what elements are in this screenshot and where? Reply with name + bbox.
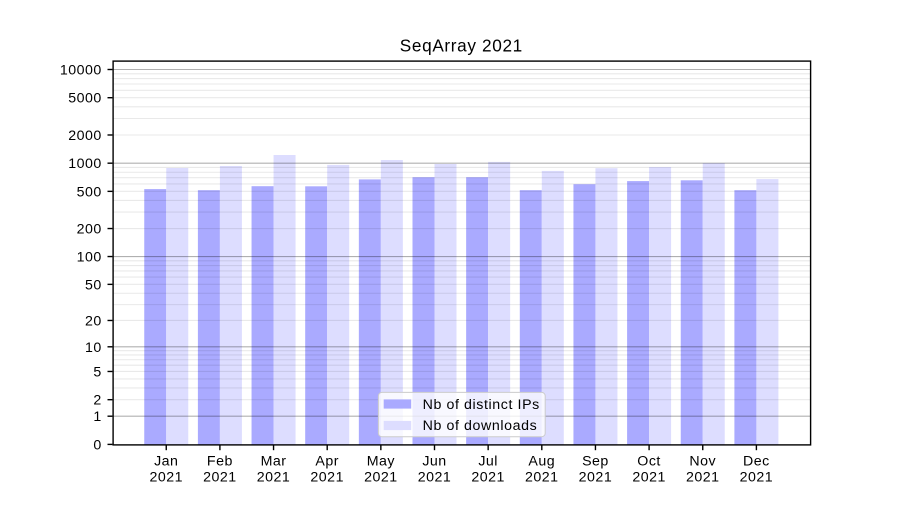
svg-text:Nov: Nov <box>689 453 716 469</box>
svg-text:May: May <box>367 453 396 469</box>
svg-text:Sep: Sep <box>582 453 609 469</box>
svg-text:2021: 2021 <box>257 469 291 485</box>
svg-text:Aug: Aug <box>528 453 555 469</box>
svg-text:Nb of distinct IPs: Nb of distinct IPs <box>423 397 540 413</box>
svg-text:10000: 10000 <box>60 63 102 79</box>
svg-text:2021: 2021 <box>632 469 666 485</box>
svg-text:2021: 2021 <box>149 469 183 485</box>
svg-text:Nb of downloads: Nb of downloads <box>423 418 538 434</box>
svg-text:20: 20 <box>85 313 102 329</box>
svg-text:2021: 2021 <box>686 469 720 485</box>
svg-text:Feb: Feb <box>207 453 233 469</box>
svg-text:SeqArray 2021: SeqArray 2021 <box>400 36 523 56</box>
svg-text:2021: 2021 <box>310 469 344 485</box>
svg-text:1000: 1000 <box>68 156 102 172</box>
svg-text:Mar: Mar <box>261 453 287 469</box>
svg-text:2021: 2021 <box>579 469 613 485</box>
svg-text:2021: 2021 <box>740 469 774 485</box>
svg-text:2021: 2021 <box>471 469 505 485</box>
svg-text:10: 10 <box>85 340 102 356</box>
svg-text:5: 5 <box>93 364 101 380</box>
svg-text:500: 500 <box>77 184 102 200</box>
svg-text:2021: 2021 <box>364 469 398 485</box>
svg-text:Jun: Jun <box>422 453 446 469</box>
svg-text:5000: 5000 <box>68 91 102 107</box>
svg-text:200: 200 <box>77 222 102 238</box>
svg-text:Jul: Jul <box>478 453 498 469</box>
svg-text:Oct: Oct <box>637 453 661 469</box>
svg-text:2021: 2021 <box>418 469 452 485</box>
svg-text:1: 1 <box>93 409 101 425</box>
svg-text:2021: 2021 <box>525 469 559 485</box>
svg-text:Dec: Dec <box>743 453 770 469</box>
svg-text:100: 100 <box>77 250 102 266</box>
svg-text:Jan: Jan <box>154 453 178 469</box>
svg-text:2021: 2021 <box>203 469 237 485</box>
svg-text:2: 2 <box>93 393 101 409</box>
svg-text:0: 0 <box>93 437 101 453</box>
svg-text:2000: 2000 <box>68 128 102 144</box>
svg-text:Apr: Apr <box>315 453 339 469</box>
svg-text:50: 50 <box>85 277 102 293</box>
